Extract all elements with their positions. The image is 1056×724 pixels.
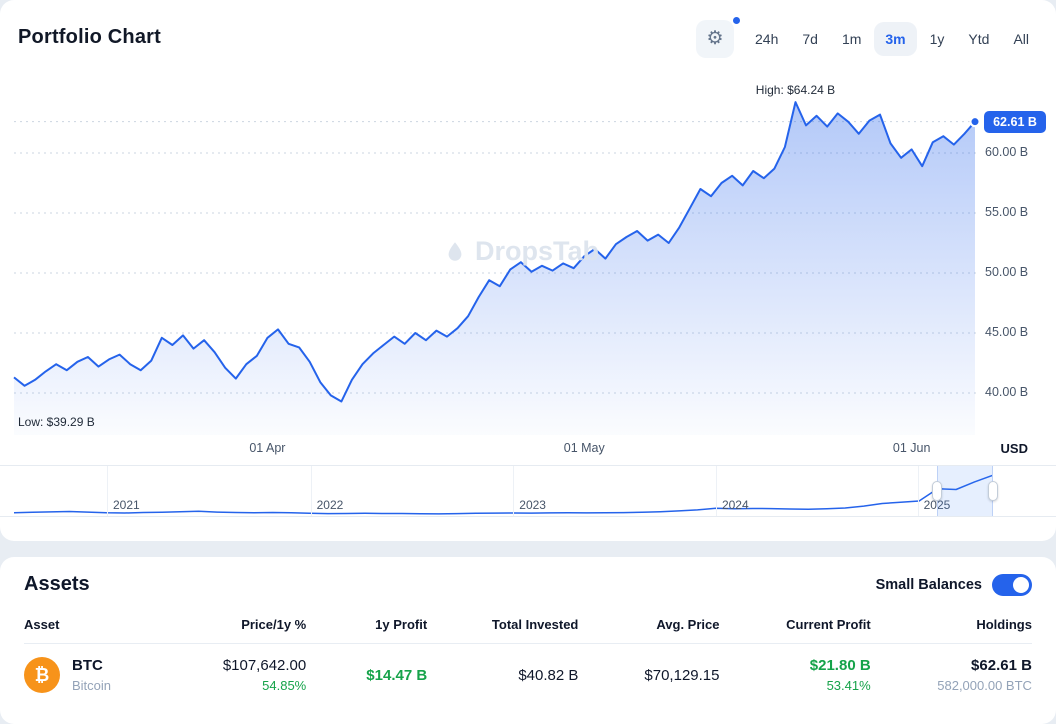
navigator-year-tick [107,466,108,516]
asset-total-invested: $40.82 B [518,666,579,684]
x-axis-label: 01 Apr [249,441,286,455]
assets-table-header: Asset Price/1y % 1y Profit Total Investe… [24,617,1032,644]
assets-table: Asset Price/1y % 1y Profit Total Investe… [24,617,1032,693]
portfolio-chart-card: Portfolio Chart ⚙ 24h 7d 1m 3m 1y Ytd All Drop… [0,0,1056,541]
asset-holdings-amount: 582,000.00 BTC [937,678,1032,693]
col-avg-price: Avg. Price [656,617,720,632]
table-row-btc[interactable]: ₿ BTC Bitcoin $107,642.00 54.85% $14.47 … [24,644,1032,693]
chart-navigator[interactable]: 2021 2022 2023 2024 2025 [0,465,1056,517]
asset-symbol: BTC [72,657,103,674]
y-axis-label: 55.00 B [985,205,1029,219]
range-button-1y[interactable]: 1y [919,22,956,56]
range-button-3m[interactable]: 3m [874,22,917,56]
navigator-handle-right[interactable] [987,481,998,501]
asset-holdings-value: $62.61 B [971,657,1032,674]
notification-dot [733,17,740,24]
x-axis-label: 01 Jun [892,441,931,455]
navigator-handle-left[interactable] [932,481,943,501]
navigator-year-label: 2021 [113,498,140,512]
droplet-icon [448,241,462,261]
small-balances-label: Small Balances [875,576,982,593]
gear-icon: ⚙ [706,28,724,49]
navigator-year-tick [513,466,515,516]
navigator-year-label: 2025 [923,498,951,512]
asset-1y-profit: $14.47 B [366,666,428,684]
range-selector: 24h 7d 1m 3m 1y Ytd All [744,22,1040,56]
y-axis-label: 45.00 B [985,325,1029,339]
col-holdings: Holdings [976,617,1032,632]
portfolio-area-chart[interactable] [0,0,1056,460]
navigator-year-label: 2024 [721,498,749,512]
asset-name: Bitcoin [72,678,112,693]
bitcoin-icon: ₿ [24,657,60,693]
navigator-year-label: 2023 [519,498,546,512]
high-label: High: $64.24 B [755,83,836,98]
range-button-1m[interactable]: 1m [831,22,872,56]
assets-card: Assets Small Balances Asset Price/1y % 1… [0,557,1056,724]
toggle-knob [1013,576,1029,593]
y-axis-label: 60.00 B [985,145,1029,159]
currency-label: USD [1000,441,1028,456]
col-asset: Asset [24,617,60,632]
navigator-year-tick [715,466,717,516]
x-axis-label: 01 May [563,441,605,455]
range-button-all[interactable]: All [1002,22,1040,56]
low-label: Low: $39.29 B [18,414,95,429]
settings-button[interactable]: ⚙ [696,17,740,58]
col-price: Price/1y % [241,617,307,632]
navigator-mini-chart [14,474,993,515]
col-total-invested: Total Invested [491,617,579,632]
col-current-profit: Current Profit [786,617,871,632]
navigator-selection[interactable] [932,466,998,516]
watermark-text: DropsTab [475,236,600,266]
asset-current-profit-pct: 53.41% [826,678,871,693]
asset-current-profit: $21.80 B [809,657,871,674]
page-title: Portfolio Chart [18,26,161,48]
y-axis-label: 50.00 B [985,265,1029,279]
navigator-year-tick [917,466,919,516]
navigator-year-tick [310,466,312,516]
portfolio-chart[interactable]: DropsTab High: $64.24 B Low: $39.29 B 62… [0,0,1056,541]
current-value-badge: 62.61 B [984,110,1046,133]
asset-change-1y: 54.85% [262,678,307,693]
small-balances-toggle[interactable] [992,573,1032,596]
range-button-7d[interactable]: 7d [791,22,829,56]
assets-title: Assets [24,573,90,595]
navigator-year-label: 2022 [316,498,344,512]
asset-price: $107,642.00 [222,657,307,674]
range-button-ytd[interactable]: Ytd [957,22,1000,56]
dropstab-watermark: DropsTab [443,236,599,267]
col-1y-profit: 1y Profit [375,617,428,632]
asset-avg-price: $70,129.15 [644,666,720,684]
chart-controls: ⚙ 24h 7d 1m 3m 1y Ytd All [696,17,1040,58]
y-axis-label: 40.00 B [985,385,1029,399]
range-button-24h[interactable]: 24h [744,22,789,56]
